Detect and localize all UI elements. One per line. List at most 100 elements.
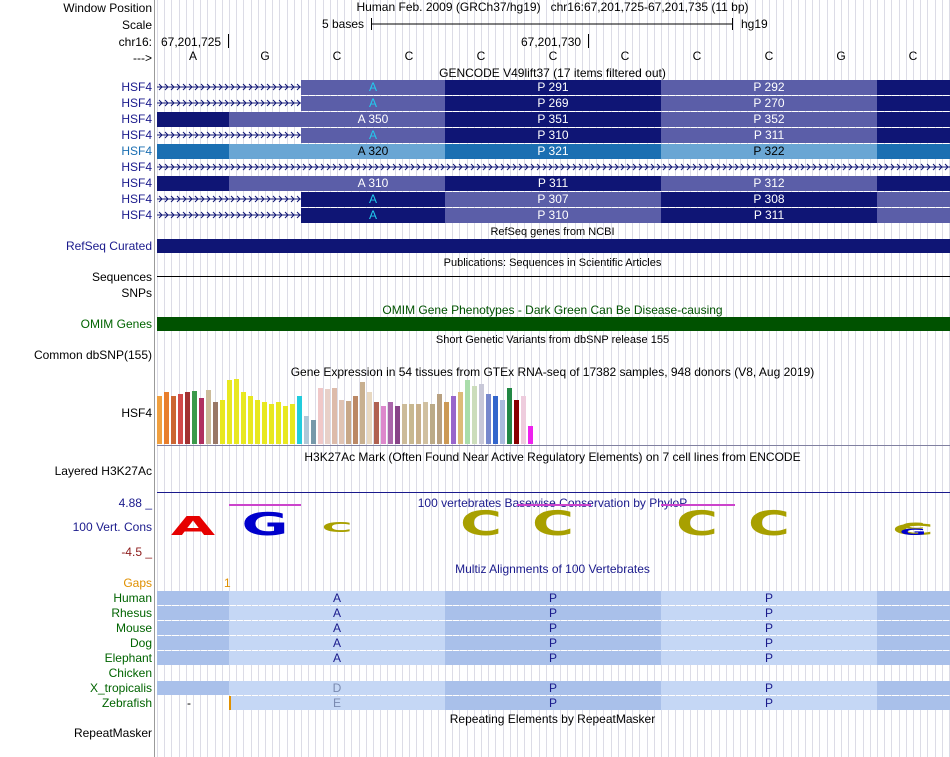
gencode-row-label[interactable]: HSF4 bbox=[121, 96, 152, 110]
gtex-tissue-bar[interactable] bbox=[297, 396, 302, 444]
species-label[interactable]: Rhesus bbox=[111, 606, 152, 620]
gtex-tissue-bar[interactable] bbox=[227, 380, 232, 444]
gencode-transcript-row[interactable]: A P 310 P 311 bbox=[157, 208, 950, 223]
gtex-tissue-bar[interactable] bbox=[220, 400, 225, 444]
gtex-tissue-bar[interactable] bbox=[388, 402, 393, 444]
gtex-tissue-bar[interactable] bbox=[500, 400, 505, 444]
gtex-tissue-bar[interactable] bbox=[514, 400, 519, 444]
gtex-expression-chart[interactable] bbox=[157, 378, 537, 444]
common-dbsnp-label[interactable]: Common dbSNP(155) bbox=[33, 348, 152, 362]
gtex-tissue-bar[interactable] bbox=[409, 404, 414, 444]
species-label[interactable]: Zebrafish bbox=[101, 696, 152, 710]
gtex-tissue-bar[interactable] bbox=[346, 401, 351, 444]
gtex-tissue-bar[interactable] bbox=[311, 420, 316, 444]
gtex-tissue-bar[interactable] bbox=[157, 396, 162, 444]
omim-gene-bar[interactable] bbox=[157, 317, 950, 331]
gencode-row-label[interactable]: HSF4 bbox=[121, 192, 152, 206]
gtex-tissue-bar[interactable] bbox=[451, 396, 456, 444]
gtex-tissue-bar[interactable] bbox=[325, 389, 330, 444]
multiz-species-row[interactable] bbox=[157, 666, 950, 680]
gencode-row-label[interactable]: HSF4 bbox=[121, 160, 152, 174]
gtex-tissue-bar[interactable] bbox=[430, 404, 435, 444]
gtex-tissue-bar[interactable] bbox=[486, 394, 491, 444]
gtex-tissue-bar[interactable] bbox=[507, 388, 512, 444]
conservation-logo[interactable]: A G C C C C C CCG bbox=[155, 504, 950, 545]
gtex-tissue-bar[interactable] bbox=[444, 402, 449, 444]
species-label[interactable]: Mouse bbox=[115, 621, 152, 635]
gtex-tissue-bar[interactable] bbox=[521, 396, 526, 444]
window-position-label[interactable]: Window Position bbox=[63, 1, 152, 15]
gtex-tissue-bar[interactable] bbox=[395, 406, 400, 444]
gencode-transcript-row[interactable]: A P 310 P 311 bbox=[157, 128, 950, 143]
gencode-row-label[interactable]: HSF4 bbox=[121, 112, 152, 126]
h3k27ac-label[interactable]: Layered H3K27Ac bbox=[54, 464, 152, 478]
gtex-tissue-bar[interactable] bbox=[276, 402, 281, 444]
gtex-tissue-bar[interactable] bbox=[458, 392, 463, 444]
gtex-tissue-bar[interactable] bbox=[178, 394, 183, 444]
gtex-tissue-bar[interactable] bbox=[290, 404, 295, 444]
species-label[interactable]: Elephant bbox=[104, 651, 152, 665]
gencode-row-label[interactable]: HSF4 bbox=[121, 80, 152, 94]
species-label[interactable]: X_tropicalis bbox=[89, 681, 152, 695]
gtex-tissue-bar[interactable] bbox=[199, 398, 204, 444]
gtex-tissue-bar[interactable] bbox=[423, 402, 428, 444]
refseq-curated-label[interactable]: RefSeq Curated bbox=[65, 239, 152, 253]
gtex-tissue-bar[interactable] bbox=[206, 390, 211, 444]
gtex-tissue-bar[interactable] bbox=[234, 379, 239, 444]
gtex-gene-label[interactable]: HSF4 bbox=[121, 406, 152, 420]
species-label[interactable]: Human bbox=[113, 591, 152, 605]
gtex-tissue-bar[interactable] bbox=[493, 396, 498, 444]
species-label[interactable]: Chicken bbox=[108, 666, 152, 680]
chrom-label[interactable]: chr16: bbox=[118, 35, 152, 49]
gtex-tissue-bar[interactable] bbox=[416, 404, 421, 444]
conservation-label[interactable]: 100 Vert. Cons bbox=[72, 520, 152, 534]
gencode-transcript-row[interactable]: A P 269 P 270 bbox=[157, 96, 950, 111]
scale-label[interactable]: Scale bbox=[121, 18, 152, 32]
gtex-tissue-bar[interactable] bbox=[262, 402, 267, 444]
gtex-tissue-bar[interactable] bbox=[528, 426, 533, 444]
gtex-tissue-bar[interactable] bbox=[374, 402, 379, 444]
gtex-tissue-bar[interactable] bbox=[339, 400, 344, 444]
gtex-tissue-bar[interactable] bbox=[255, 400, 260, 444]
gtex-tissue-bar[interactable] bbox=[248, 396, 253, 444]
gtex-tissue-bar[interactable] bbox=[185, 392, 190, 444]
gencode-transcript-row[interactable] bbox=[157, 160, 950, 175]
gtex-tissue-bar[interactable] bbox=[472, 386, 477, 444]
track-image-pane[interactable]: Human Feb. 2009 (GRCh37/hg19) chr16:67,2… bbox=[155, 0, 950, 757]
gtex-tissue-bar[interactable] bbox=[360, 382, 365, 444]
gtex-tissue-bar[interactable] bbox=[367, 392, 372, 444]
pane-divider[interactable] bbox=[154, 0, 155, 757]
gtex-tissue-bar[interactable] bbox=[192, 391, 197, 444]
gencode-transcript-row[interactable]: A P 291 P 292 bbox=[157, 80, 950, 95]
sequences-label[interactable]: Sequences bbox=[91, 270, 152, 284]
strand-arrow-label[interactable]: ---> bbox=[133, 51, 152, 65]
omim-genes-label[interactable]: OMIM Genes bbox=[80, 317, 152, 331]
gencode-transcript-row[interactable]: A 320 P 321 P 322 bbox=[157, 144, 950, 159]
gtex-tissue-bar[interactable] bbox=[318, 388, 323, 444]
gtex-tissue-bar[interactable] bbox=[479, 384, 484, 444]
gtex-tissue-bar[interactable] bbox=[213, 402, 218, 444]
gtex-tissue-bar[interactable] bbox=[171, 396, 176, 444]
gencode-row-label[interactable]: HSF4 bbox=[121, 128, 152, 142]
gencode-row-label[interactable]: HSF4 bbox=[121, 176, 152, 190]
gencode-transcript-row[interactable]: A 350 P 351 P 352 bbox=[157, 112, 950, 127]
gencode-row-label[interactable]: HSF4 bbox=[121, 208, 152, 222]
gtex-tissue-bar[interactable] bbox=[304, 416, 309, 444]
species-label[interactable]: Dog bbox=[129, 636, 152, 650]
gtex-tissue-bar[interactable] bbox=[283, 406, 288, 444]
gtex-tissue-bar[interactable] bbox=[332, 388, 337, 444]
repeatmasker-label[interactable]: RepeatMasker bbox=[73, 726, 152, 740]
gencode-row-label[interactable]: HSF4 bbox=[121, 144, 152, 158]
gtex-tissue-bar[interactable] bbox=[164, 392, 169, 444]
gtex-tissue-bar[interactable] bbox=[381, 406, 386, 444]
gtex-tissue-bar[interactable] bbox=[402, 404, 407, 444]
gtex-tissue-bar[interactable] bbox=[465, 380, 470, 444]
gtex-tissue-bar[interactable] bbox=[437, 394, 442, 444]
refseq-gene-bar[interactable] bbox=[157, 239, 950, 253]
